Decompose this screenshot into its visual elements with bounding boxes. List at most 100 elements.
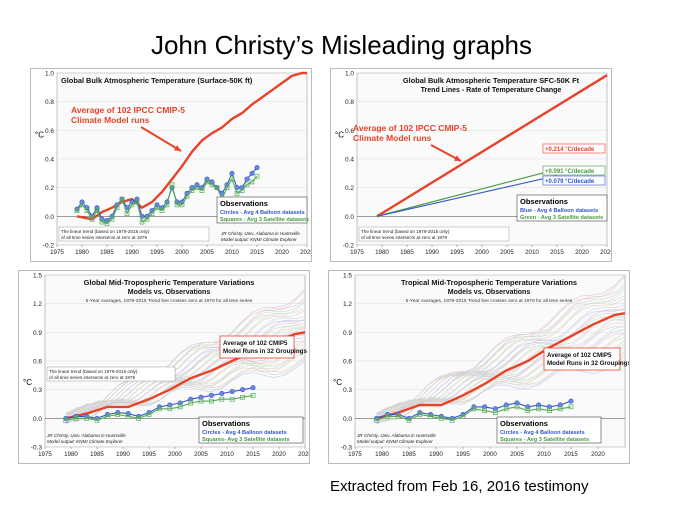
annotation-text: Model Runs in 32 Groupings: [547, 360, 629, 367]
satellite-point: [568, 404, 574, 410]
y-tick-label: 0.9: [33, 330, 42, 337]
chart-title: Tropical Mid-Tropospheric Temperature Va…: [401, 278, 577, 287]
satellite-point: [84, 208, 90, 213]
satellite-point: [115, 412, 121, 417]
satellite-point: [204, 179, 210, 185]
model-run-line: [65, 319, 306, 420]
x-tick-label: 1985: [100, 249, 114, 256]
satellite-point: [164, 202, 170, 208]
legend-item-balloon: Circles - Avg 4 Balloon datasets: [220, 210, 305, 216]
satellite-point: [84, 415, 89, 421]
satellite-point: [99, 219, 105, 225]
satellite-point: [146, 412, 152, 417]
chart-title: Global Mid-Tropospheric Temperature Vari…: [84, 278, 255, 287]
chart-panel-global-mid-tropo: -0.3 0.0 0.3 0.6 0.9 1.2 1.5 1975 1980 1985 1990 19…: [18, 270, 310, 464]
chart-title: Global Bulk Atmospheric Temperature (Sur…: [61, 76, 253, 85]
x-tick-label: 2000: [175, 249, 189, 256]
satellite-point: [385, 414, 390, 419]
y-tick-label: 0.8: [45, 99, 54, 106]
model-run-line: [376, 305, 626, 416]
y-axis-label: °C: [335, 131, 344, 140]
testimony-caption: Extracted from Feb 16, 2016 testimony: [330, 478, 589, 495]
balloon-point: [194, 182, 200, 188]
satellite-point: [224, 185, 230, 191]
x-tick-label: 1975: [350, 249, 364, 256]
satellite-point: [240, 394, 245, 400]
satellite-point: [471, 406, 477, 412]
x-tick-label: 1980: [375, 451, 389, 458]
y-tick-label: 0.4: [345, 157, 354, 164]
x-tick-label: 2020: [575, 249, 589, 256]
satellite-point: [179, 202, 185, 208]
balloon-point: [254, 165, 260, 171]
y-tick-label: -0.2: [343, 243, 355, 250]
y-tick-label: 0.3: [33, 387, 42, 394]
balloon-point: [240, 387, 246, 393]
annotation-text: Average of 102 CMIP5: [547, 352, 612, 359]
chart-svg: -0.2 0.0 0.2 0.4 0.6 0.8 1.0 1975 1980 1985 1990 19…: [335, 71, 611, 257]
satellite-point: [105, 414, 110, 419]
legend-box: [516, 194, 608, 222]
balloon-point: [204, 176, 210, 182]
satellite-point: [525, 408, 531, 414]
x-tick-label: 2005: [194, 451, 208, 458]
balloon-point: [568, 398, 574, 404]
legend-item-satellite: Squares- Avg 3 Satellite datasets: [202, 437, 290, 443]
model-run-line: [65, 297, 306, 413]
y-tick-label: 1.2: [33, 301, 42, 308]
balloon-point: [503, 402, 509, 408]
satellite-point: [89, 216, 95, 222]
satellite-point: [109, 216, 115, 222]
chart-subtitle-small: 5-Year Averages, 1979-2015 Trend line cr…: [406, 298, 573, 304]
note-box: [46, 366, 176, 382]
trend-label-box: [542, 175, 606, 186]
x-tick-label: 2010: [225, 249, 239, 256]
chart-svg: -0.2 0.0 0.2 0.4 0.6 0.8 1.0 1975 1980 1985 1990 19…: [35, 71, 311, 257]
satellite-point: [177, 404, 183, 410]
annotation-arrow: [140, 126, 182, 152]
credit-text-1: JR Christy, Univ. Alabama in Huntsville: [356, 433, 436, 438]
x-tick-label: 2020: [275, 249, 289, 256]
chart-svg: -0.3 0.0 0.3 0.6 0.9 1.2 1.5 1975 1980 1985 1990 19…: [23, 273, 309, 459]
satellite-point: [254, 173, 260, 179]
series-line: [376, 175, 558, 217]
satellite-point: [250, 393, 256, 398]
balloon-point: [208, 392, 214, 398]
chart-subtitle: Trend Lines - Rate of Temperature Change: [421, 87, 562, 94]
trend-label: +0.079 °C/decade: [545, 179, 595, 185]
satellite-point: [174, 202, 180, 208]
satellite-point: [119, 196, 125, 202]
series-line: [376, 312, 626, 420]
y-tick-label: 0.9: [343, 330, 352, 337]
series-line: [376, 406, 572, 421]
y-tick-label: 0.0: [345, 214, 354, 221]
chart-subtitle: Models vs. Observations: [128, 289, 211, 296]
satellite-point: [547, 408, 552, 414]
x-tick-label: 2015: [550, 249, 564, 256]
x-tick-label: 1985: [90, 451, 104, 458]
satellite-point: [229, 176, 235, 182]
satellite-point: [188, 400, 193, 406]
x-tick-label: 1990: [125, 249, 139, 256]
satellite-point: [374, 417, 379, 423]
y-tick-label: -0.2: [43, 243, 55, 250]
x-tick-label: 2020: [591, 451, 605, 458]
satellite-point: [229, 396, 235, 402]
satellite-point: [209, 182, 215, 188]
balloon-point: [492, 406, 498, 412]
x-tick-label: 1995: [142, 451, 156, 458]
legend-title: Observations: [500, 419, 548, 428]
model-run-line: [376, 315, 626, 423]
trend-label-box: [542, 165, 606, 176]
satellite-point: [149, 211, 155, 216]
x-tick-label: 2010: [537, 451, 551, 458]
satellite-point: [134, 199, 140, 205]
legend-title: Observations: [520, 197, 568, 206]
balloon-point: [134, 196, 140, 202]
x-tick-label: 2010: [220, 451, 234, 458]
y-tick-label: -0.3: [31, 445, 43, 452]
satellite-point: [449, 417, 455, 423]
chart-panel-tropical-mid-tropo: -0.3 0.0 0.3 0.6 0.9 1.2 1.5 1975 1980 1985 1990 19…: [328, 270, 630, 464]
satellite-point: [439, 415, 444, 421]
series-line: [376, 74, 608, 218]
